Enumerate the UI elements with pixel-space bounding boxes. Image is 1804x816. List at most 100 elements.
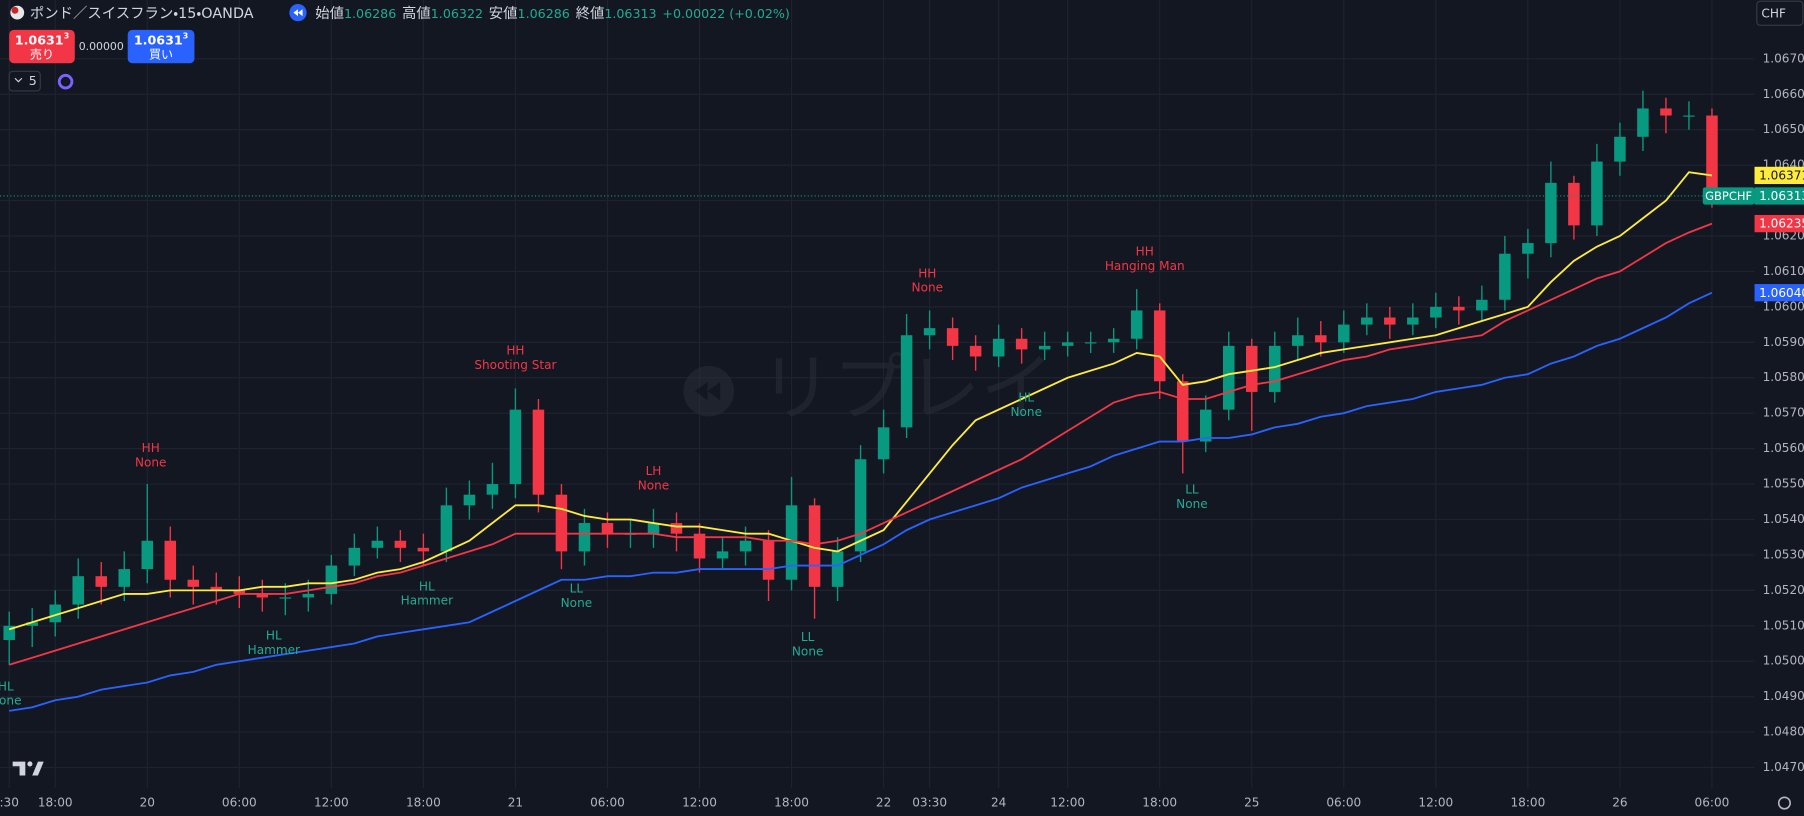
candle-body bbox=[1660, 108, 1672, 116]
price-tag-text: 1.06313 bbox=[1759, 189, 1804, 203]
candle-body bbox=[1130, 310, 1143, 339]
x-tick-label: 26 bbox=[1612, 796, 1627, 810]
change: +0.00022 (+0.02%) bbox=[662, 5, 790, 20]
buy-price: 1.06313 bbox=[134, 31, 188, 47]
ohlc-label: 安値 bbox=[489, 5, 518, 22]
indicator-toggle[interactable] bbox=[8, 70, 41, 92]
annotation-pattern: None bbox=[1176, 497, 1208, 511]
candle-body bbox=[1568, 182, 1580, 226]
y-tick-label: 1.06100 bbox=[1763, 264, 1804, 278]
plot: HLNoneHHNoneHLHammerHLHammerHHShooting S… bbox=[0, 90, 1755, 712]
y-tick-label: 1.05300 bbox=[1763, 547, 1804, 561]
y-tick-label: 1.04900 bbox=[1763, 689, 1804, 703]
ohlc-label: 始値 bbox=[315, 5, 344, 22]
annotation-pattern: None bbox=[912, 281, 944, 295]
y-tick-label: 1.05500 bbox=[1763, 477, 1804, 491]
candle-body bbox=[923, 328, 936, 336]
logo-part bbox=[27, 761, 33, 767]
candle-body bbox=[164, 540, 177, 580]
symbol-icon-flag bbox=[11, 6, 19, 14]
sell-label: 売り bbox=[30, 47, 54, 62]
settings-icon[interactable] bbox=[1777, 796, 1791, 810]
ohlc-value: 1.06286 bbox=[518, 5, 570, 20]
annotation-pattern: None bbox=[561, 596, 593, 610]
ohlc-label: 高値 bbox=[402, 5, 431, 22]
candle-body bbox=[670, 523, 683, 534]
candle-body bbox=[49, 604, 61, 623]
symbol-tag-text: GBPCHF bbox=[1705, 189, 1752, 203]
candle-body bbox=[1153, 310, 1166, 382]
symbol-tag bbox=[1702, 187, 1755, 205]
annotation-swing: HL bbox=[419, 579, 435, 593]
price-tag bbox=[1754, 284, 1804, 302]
x-tick-label: :30 bbox=[0, 796, 19, 810]
y-tick-label: 1.06600 bbox=[1763, 87, 1804, 101]
sell-button[interactable] bbox=[9, 29, 75, 64]
moving-average bbox=[8, 222, 1713, 666]
price-tag bbox=[1754, 187, 1804, 205]
candle-body bbox=[1499, 253, 1511, 300]
candle-body bbox=[26, 622, 38, 626]
sell-price-pip: 3 bbox=[64, 31, 70, 40]
buy-price-main: 1.0631 bbox=[134, 32, 183, 47]
y-tick-label: 1.05900 bbox=[1763, 335, 1804, 349]
candle-body bbox=[509, 409, 522, 485]
candle-body bbox=[256, 593, 269, 598]
spread: 0.00000 bbox=[79, 40, 124, 53]
candle-body bbox=[72, 576, 84, 605]
annotation-swing: HL bbox=[0, 679, 14, 693]
candle-body bbox=[1222, 345, 1235, 410]
annotation-pattern: None bbox=[0, 694, 22, 708]
x-tick-label: 20 bbox=[140, 796, 155, 810]
x-tick-label: 18:00 bbox=[1510, 796, 1545, 810]
x-tick-label: 06:00 bbox=[222, 796, 257, 810]
y-tick-label: 1.05100 bbox=[1763, 618, 1804, 632]
sync-icon[interactable] bbox=[57, 73, 74, 90]
x-axis: :30 18:00 20 06:00 12:00 18:00 21 06:00 12:00 18:… bbox=[0, 796, 1729, 810]
candle-body bbox=[1637, 108, 1649, 137]
candle-body bbox=[394, 540, 407, 548]
candle-body bbox=[992, 338, 1005, 357]
annotation-swing: HL bbox=[266, 629, 282, 643]
candle-body bbox=[785, 505, 798, 580]
candle-body bbox=[279, 597, 292, 599]
candle-body bbox=[1084, 342, 1097, 344]
candle-body bbox=[463, 494, 476, 506]
candle-body bbox=[1292, 335, 1304, 346]
candle-body bbox=[1614, 136, 1626, 162]
annotation-swing: LH bbox=[646, 464, 662, 478]
candle-body bbox=[1269, 345, 1281, 392]
candle-body bbox=[233, 590, 246, 594]
candle-body bbox=[1199, 409, 1212, 442]
candle-body bbox=[601, 523, 614, 534]
candle-body bbox=[1683, 115, 1695, 117]
x-tick-label: 18:00 bbox=[1142, 796, 1177, 810]
y-axis: 1.04700 1.04800 1.04900 1.05000 1.05100 1.052… bbox=[1763, 51, 1804, 774]
currency-button[interactable] bbox=[1756, 0, 1804, 26]
annotation-swing: LL bbox=[801, 630, 815, 644]
candle-body bbox=[440, 505, 453, 552]
candle-body bbox=[1384, 317, 1396, 325]
price-tag-text: 1.06235 bbox=[1759, 217, 1804, 231]
ohlc-value: 1.06286 bbox=[344, 5, 396, 20]
annotation-swing: HH bbox=[142, 441, 160, 455]
annotation-pattern: Hammer bbox=[248, 643, 300, 657]
buy-label: 買い bbox=[149, 48, 173, 62]
candle-body bbox=[348, 547, 361, 566]
y-tick-label: 1.05200 bbox=[1763, 583, 1804, 597]
candle-body bbox=[1015, 338, 1028, 350]
price-tag bbox=[1754, 166, 1804, 185]
buy-button[interactable] bbox=[127, 29, 195, 64]
candle-body bbox=[187, 579, 200, 587]
y-tick-label: 1.06000 bbox=[1763, 299, 1804, 313]
candle-body bbox=[1453, 306, 1465, 311]
y-tick-label: 1.05000 bbox=[1763, 654, 1804, 668]
candle-body bbox=[1361, 317, 1373, 325]
y-tick-label: 1.04800 bbox=[1763, 725, 1804, 739]
ohlc-value: 1.06313 bbox=[604, 5, 656, 20]
candle-body bbox=[532, 409, 545, 495]
candle-body bbox=[486, 484, 499, 495]
x-tick-label: 06:00 bbox=[590, 796, 625, 810]
symbol-title: ポンド／スイスフラン・15・OANDA bbox=[30, 5, 254, 22]
